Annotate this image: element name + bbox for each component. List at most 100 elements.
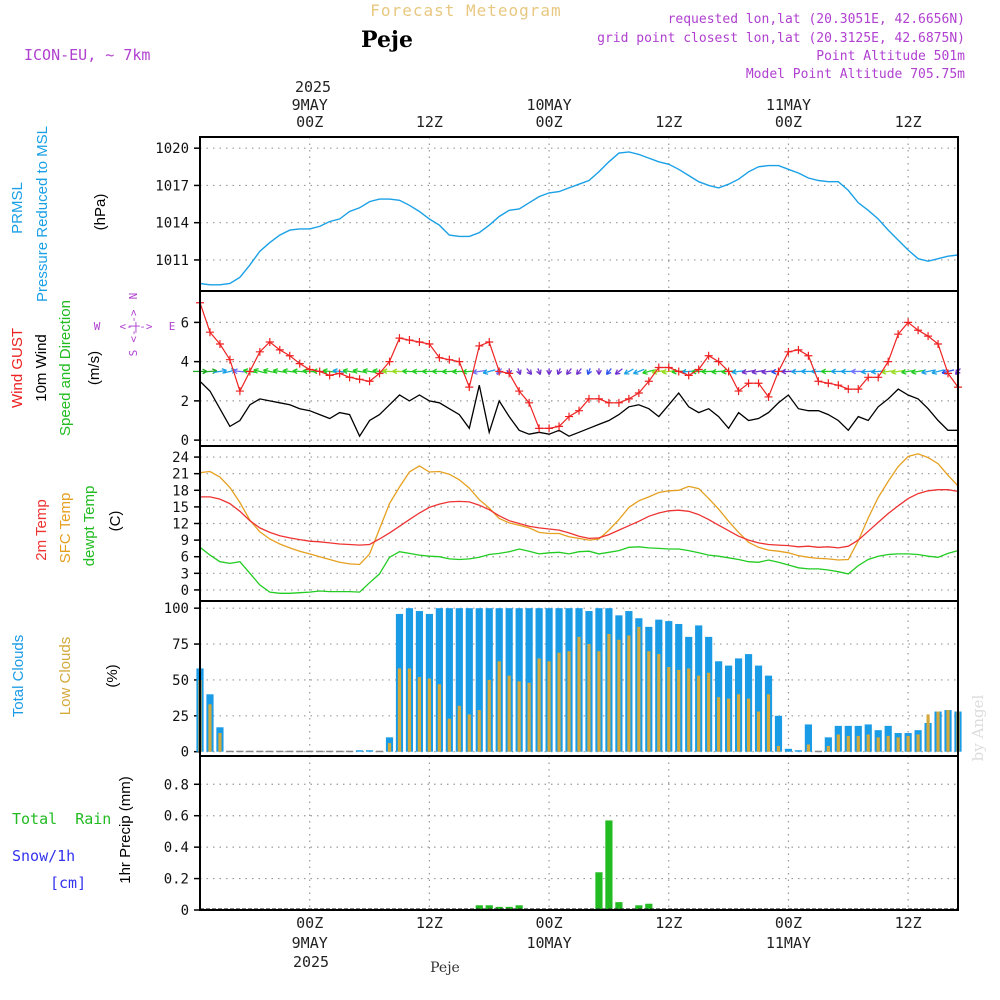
wind-direction-arrow — [911, 368, 925, 375]
wind-direction-arrow — [556, 368, 563, 376]
wind-arrow-head — [202, 368, 208, 373]
wind-arrow-head — [483, 372, 489, 375]
y-tick-label: 0.4 — [164, 840, 189, 856]
low-cloud-bar — [727, 698, 731, 752]
wind-arrow-head — [272, 368, 279, 371]
wind-arrow-head — [352, 369, 358, 374]
wind-gust-marker — [295, 359, 304, 368]
compass-e: E — [169, 320, 176, 333]
wind-arrow-head — [516, 370, 521, 376]
wind-direction-arrow — [891, 368, 905, 375]
total-cloud-bar — [435, 608, 443, 752]
wind-gust-marker — [584, 394, 593, 403]
y-tick-label: 18 — [172, 483, 189, 499]
wind-gust-marker — [565, 412, 574, 421]
y-tick-label: 1017 — [155, 178, 189, 194]
wind-gust-marker — [345, 373, 354, 382]
wind-direction-arrow — [482, 369, 496, 375]
temp-sfc-line — [199, 453, 959, 566]
pressure-label-prmsl: PRMSL — [9, 182, 26, 234]
wind-gust-marker — [355, 375, 364, 384]
wind-arrow-shaft — [203, 370, 217, 373]
wind-gust-marker — [764, 392, 773, 401]
wind-direction-arrow — [342, 368, 357, 374]
low-cloud-bar — [607, 634, 611, 752]
bottom-tick-label: 12Z — [655, 914, 682, 932]
wind-arrow-head — [642, 369, 647, 374]
cloud-labels: Total Clouds Low Clouds (%) — [10, 635, 121, 718]
low-cloud-bar — [587, 644, 591, 752]
top-date-label: 9MAY — [292, 96, 328, 114]
wind-direction-arrow — [614, 368, 623, 375]
low-cloud-bar — [926, 714, 930, 752]
wind-gust-marker — [674, 367, 683, 376]
clouds-panel: 0 25 50 75 100 — [164, 601, 962, 761]
wind-arrow-head — [529, 369, 533, 375]
wind-arrow-shaft — [614, 368, 623, 375]
footer-location: Peje — [430, 960, 460, 976]
wind-arrow-head — [741, 368, 747, 374]
model-altitude: Model Point Altitude 705.75m — [746, 67, 965, 82]
wind-gust-marker — [624, 394, 633, 403]
wind-arrow-head — [432, 368, 438, 373]
low-cloud-bar — [397, 668, 402, 752]
panel-frame — [199, 136, 959, 292]
wind-arrow-head — [821, 370, 827, 375]
precip-labels: Total Rain Snow/1h [cm] 1hr Precip (mm) — [12, 776, 134, 892]
bottom-tick-labels: 00Z 12Z 00Z 12Z 00Z 12Z — [296, 914, 922, 932]
temp-label-2m: 2m Temp — [33, 499, 50, 560]
wind-arrow-head — [595, 369, 600, 375]
low-cloud-bar — [517, 681, 521, 752]
wind-gust-marker — [714, 357, 723, 366]
wind-arrow-head — [801, 370, 807, 375]
low-cloud-bar — [208, 704, 212, 752]
wind-arrow-head — [671, 371, 677, 375]
wind-gust-marker — [594, 394, 603, 403]
low-cloud-bar — [736, 694, 741, 752]
precip-axis-label: 1hr Precip (mm) — [117, 776, 134, 884]
top-tick-label: 12Z — [416, 113, 443, 131]
wind-arrow-head — [212, 368, 218, 372]
wind-arrow-head — [342, 369, 348, 374]
wind-gust-marker — [225, 355, 234, 364]
wind-arrow-shaft — [483, 369, 496, 374]
wind-gust-marker — [435, 353, 444, 362]
wind-direction-arrow — [595, 368, 602, 375]
total-cloud-bar — [326, 750, 334, 753]
low-cloud-bar — [617, 639, 621, 752]
wind-gust-marker — [315, 367, 324, 376]
wind-arrow-head — [711, 371, 717, 375]
wind-direction-arrow — [516, 368, 522, 376]
wind-arrow-head — [911, 371, 917, 375]
wind-arrow-head — [954, 369, 958, 375]
wind-arrow-head — [253, 369, 258, 374]
y-tick-label: 75 — [172, 637, 189, 653]
low-cloud-bar — [487, 679, 491, 752]
total-cloud-bar — [774, 715, 783, 752]
wind-gust-marker — [694, 365, 703, 374]
wind-gust-marker — [724, 367, 733, 376]
wind-gust-marker — [614, 398, 623, 407]
total-cloud-bar — [306, 750, 314, 753]
wind-arrow-head — [452, 371, 458, 375]
y-tick-label: 0 — [181, 903, 189, 919]
wind-arrow-head — [342, 368, 348, 371]
wind-arrow-head — [575, 369, 579, 375]
wind-arrow-head — [392, 370, 398, 375]
wind-direction-arrow — [931, 369, 945, 375]
low-cloud-bar — [597, 651, 601, 752]
total-cloud-bar — [236, 750, 244, 753]
y-tick-label: 21 — [172, 467, 189, 483]
rain-bar — [635, 905, 643, 910]
wind-gust-marker — [794, 345, 803, 354]
credit-watermark: by Angel — [969, 694, 987, 761]
top-date-label: 11MAY — [766, 96, 811, 114]
total-cloud-bar — [336, 750, 344, 753]
wind-gust-marker — [804, 351, 813, 360]
wind-arrow-head — [372, 368, 378, 372]
wind-arrow-head — [352, 368, 358, 371]
wind-gust-marker — [445, 355, 454, 364]
wind-arrow-head — [482, 369, 488, 374]
total-cloud-bar — [515, 608, 523, 752]
wind-gust-marker — [525, 398, 534, 407]
